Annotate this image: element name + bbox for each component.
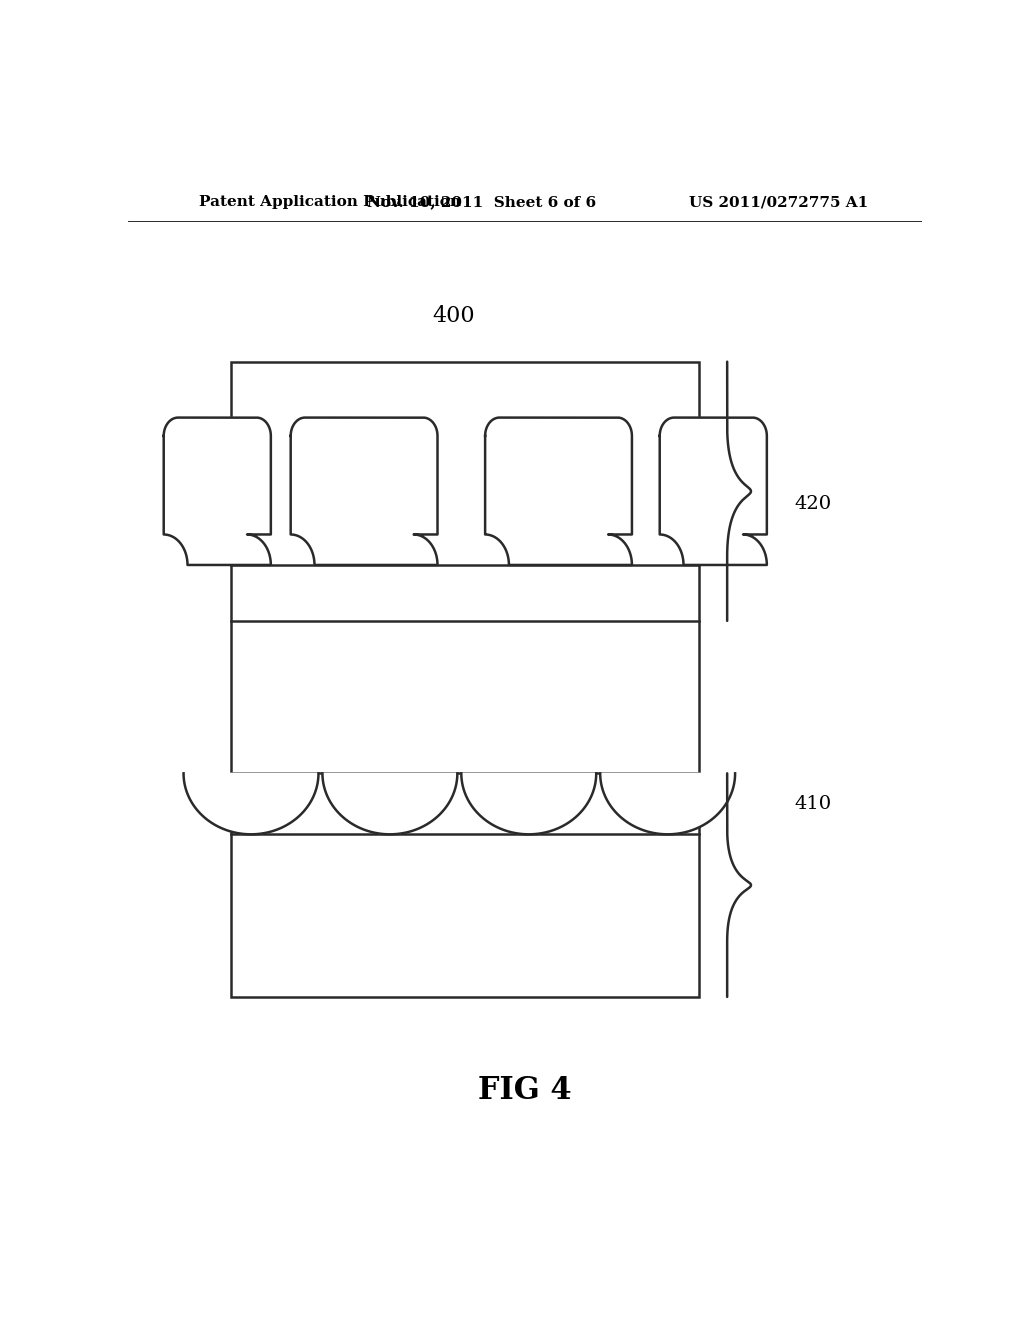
- Polygon shape: [600, 774, 735, 834]
- Polygon shape: [485, 417, 632, 565]
- Polygon shape: [291, 417, 437, 565]
- Polygon shape: [659, 417, 767, 565]
- Polygon shape: [183, 774, 318, 834]
- Text: 412: 412: [534, 803, 571, 820]
- Polygon shape: [461, 774, 596, 834]
- Text: 400: 400: [432, 305, 475, 327]
- Text: Patent Application Publication: Patent Application Publication: [200, 195, 462, 209]
- Text: 420: 420: [795, 495, 831, 513]
- Text: FIG 4: FIG 4: [478, 1074, 571, 1106]
- Polygon shape: [323, 774, 458, 834]
- Text: 410: 410: [795, 795, 831, 813]
- Text: 422: 422: [538, 482, 575, 500]
- Bar: [231, 362, 699, 997]
- Text: 421: 421: [343, 482, 381, 500]
- Polygon shape: [164, 417, 270, 565]
- Text: 411: 411: [340, 803, 377, 820]
- Text: US 2011/0272775 A1: US 2011/0272775 A1: [689, 195, 868, 209]
- Text: Nov. 10, 2011  Sheet 6 of 6: Nov. 10, 2011 Sheet 6 of 6: [367, 195, 596, 209]
